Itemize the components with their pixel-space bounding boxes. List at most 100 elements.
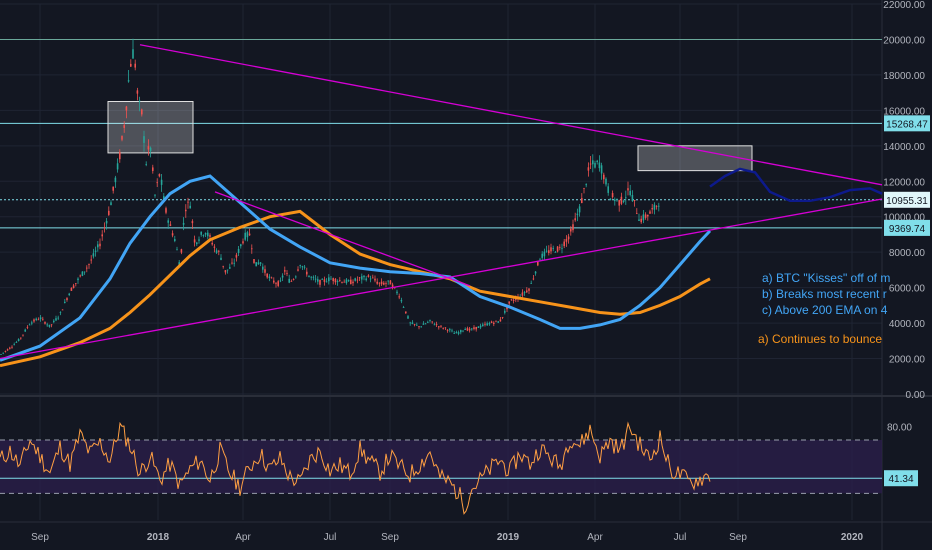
trendlines[interactable]: [0, 44, 883, 360]
candle-body: [589, 163, 592, 165]
candle-body: [618, 200, 620, 206]
candle-body: [552, 248, 554, 249]
y-tick-label: 6000.00: [889, 284, 926, 295]
candle-body: [653, 204, 656, 210]
candle-body: [561, 247, 563, 249]
candle-body: [288, 278, 290, 283]
candle-body: [141, 109, 143, 115]
candle-body: [24, 329, 26, 332]
price-tag[interactable]: [884, 115, 930, 132]
annotations[interactable]: a) BTC "Kisses" off of m b) Breaks most …: [758, 271, 890, 346]
candle-body: [321, 279, 323, 280]
candle-body: [75, 283, 77, 284]
price-tag[interactable]: [884, 191, 930, 208]
rectangle-zone[interactable]: [107, 101, 194, 154]
candle-body: [508, 301, 510, 304]
candle-body: [548, 250, 550, 254]
candle-body: [431, 321, 433, 323]
y-tick-label: 12000.00: [883, 177, 925, 188]
candle-body: [262, 266, 264, 270]
candle-body: [15, 342, 18, 343]
candle-body: [310, 276, 312, 278]
x-tick-label: Sep: [381, 532, 399, 543]
candle-body: [317, 279, 319, 282]
candle-body: [119, 152, 121, 160]
candle-body: [189, 205, 191, 209]
candle-body: [418, 326, 420, 328]
candle-body: [314, 278, 317, 280]
candle-body: [101, 234, 103, 237]
candle-body: [125, 106, 128, 111]
candle-body: [235, 254, 238, 258]
candle-body: [270, 277, 273, 279]
candle-body: [475, 326, 477, 330]
candle-body: [378, 282, 381, 284]
candle-body: [319, 279, 321, 285]
price-tag[interactable]: [884, 219, 930, 236]
trendline[interactable]: [214, 191, 471, 287]
candle-body: [354, 278, 356, 281]
candle-body: [363, 275, 365, 278]
candle-body: [398, 296, 400, 298]
projection-path[interactable]: [709, 167, 883, 203]
annotation-4[interactable]: a) Continues to bounce: [758, 332, 882, 346]
candle-body: [534, 271, 537, 274]
candle-body: [149, 147, 152, 152]
candle-body: [17, 339, 20, 342]
candle-body: [523, 292, 526, 294]
candle-body: [66, 298, 68, 301]
candle-body: [416, 324, 418, 326]
trendline[interactable]: [139, 44, 883, 186]
candle-body: [644, 214, 647, 218]
candle-body: [625, 197, 627, 199]
candle-body: [301, 266, 304, 268]
candle-body: [358, 277, 361, 279]
horizontal-levels[interactable]: [0, 38, 882, 229]
candle-body: [532, 278, 535, 280]
candle-body: [420, 326, 422, 328]
rsi-tag[interactable]: [884, 470, 918, 487]
candle-body: [48, 324, 51, 327]
candle-body: [59, 311, 62, 313]
candle-body: [22, 334, 24, 336]
projection-line[interactable]: [709, 167, 883, 203]
candle-body: [607, 186, 609, 193]
candle-body: [229, 267, 231, 269]
candle-body: [237, 248, 240, 253]
candle-body: [68, 293, 70, 296]
candle-body: [581, 198, 583, 204]
y-tick-label: 20000.00: [883, 35, 925, 46]
candle-body: [442, 327, 444, 329]
candle-body: [281, 275, 284, 278]
candle-body: [103, 227, 106, 229]
y-tick-label: 4000.00: [889, 319, 926, 330]
price-tag-label: 9369.74: [889, 224, 926, 235]
candle-body: [171, 233, 174, 236]
candle-body: [130, 63, 132, 67]
candle-body: [215, 250, 218, 253]
candle-body: [299, 265, 301, 266]
trendline[interactable]: [0, 198, 883, 360]
candle-body: [20, 337, 22, 339]
rectangle-drawings[interactable]: [107, 101, 753, 172]
candle-body: [295, 276, 297, 278]
annotation-1[interactable]: a) BTC "Kisses" off of m: [762, 271, 890, 285]
candle-body: [407, 316, 409, 319]
candle-body: [640, 218, 642, 223]
annotation-3[interactable]: c) Above 200 EMA on 4: [762, 303, 888, 317]
candle-body: [424, 323, 427, 325]
candle-body: [163, 196, 165, 200]
rsi-tick-label: 80.00: [887, 423, 912, 434]
annotation-2[interactable]: b) Breaks most recent r: [762, 287, 887, 301]
x-tick-label: Apr: [587, 532, 603, 543]
candle-body: [592, 160, 594, 165]
candle-body: [64, 301, 66, 304]
candle-body: [26, 326, 29, 328]
candle-body: [596, 160, 598, 162]
candle-body: [303, 266, 306, 268]
candle-body: [13, 344, 15, 346]
candle-body: [468, 328, 471, 331]
candle-body: [134, 63, 136, 68]
candle-body: [72, 285, 75, 289]
